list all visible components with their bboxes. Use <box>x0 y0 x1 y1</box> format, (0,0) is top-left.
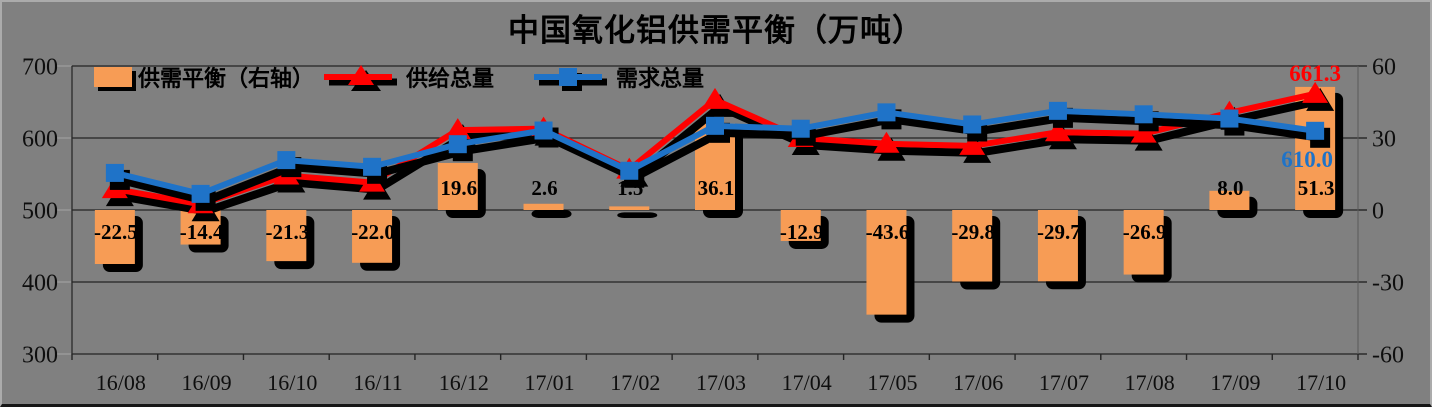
x-axis-label-17/03: 17/03 <box>696 370 746 395</box>
legend-item-supply: 供给总量 <box>322 61 494 93</box>
left-axis-label-500: 500 <box>22 199 58 225</box>
x-axis-label-17/10: 17/10 <box>1296 370 1346 395</box>
demand-marker-17/08 <box>1134 105 1153 124</box>
demand-marker-17/06 <box>963 115 982 134</box>
demand-marker-17/07 <box>1048 101 1067 120</box>
supply-marker-17/07 <box>1044 120 1071 142</box>
balance-bar-17/01 <box>523 203 564 210</box>
x-axis-label-16/08: 16/08 <box>96 370 146 395</box>
demand-marker-16/10 <box>277 151 296 170</box>
x-axis-label-16/12: 16/12 <box>439 370 489 395</box>
annotation-610.0: 610.0 <box>1281 147 1333 172</box>
legend-item-balance: 供需平衡（右轴） <box>94 61 314 93</box>
x-axis-label-17/08: 17/08 <box>1125 370 1175 395</box>
x-axis-label-16/10: 16/10 <box>267 370 317 395</box>
right-axis-label--30: -30 <box>1372 271 1404 297</box>
demand-marker-16/08 <box>105 163 124 182</box>
left-axis-label-600: 600 <box>22 127 58 153</box>
supply-marker-17/03 <box>702 87 728 109</box>
left-axis-label-300: 300 <box>22 343 58 369</box>
demand-marker-17/02 <box>620 161 639 180</box>
bar-label-16/08: -22.5 <box>94 220 138 244</box>
demand-marker-17/03 <box>706 116 724 135</box>
demand-marker-17/01 <box>534 121 553 140</box>
bar-label-16/12: 19.6 <box>440 176 477 200</box>
right-axis-label-30: 30 <box>1372 127 1396 153</box>
x-axis-label-17/01: 17/01 <box>524 370 574 395</box>
demand-marker-17/05 <box>877 103 896 122</box>
annotation-661.3: 661.3 <box>1289 61 1341 86</box>
balance-bar-16/08 <box>94 210 135 264</box>
bar-label-17/05: -43.6 <box>866 220 910 244</box>
bar-label-17/07: -29.7 <box>1037 220 1081 244</box>
bar-label-16/10: -21.3 <box>265 220 309 244</box>
balance-bar-17/04 <box>780 210 821 241</box>
bar-label-16/09: -14.4 <box>180 220 224 244</box>
bar-swatch-icon <box>94 67 132 87</box>
chart-title: 中国氧化铝供需平衡（万吨） <box>508 13 924 48</box>
demand-marker-16/11 <box>363 157 382 176</box>
bar-label-17/01: 2.6 <box>531 176 557 200</box>
x-axis-label-17/09: 17/09 <box>1210 370 1260 395</box>
demand-marker-17/09 <box>1220 109 1239 128</box>
bar-shadow-17/01 <box>531 209 572 218</box>
triangle-line-swatch-icon <box>324 65 398 91</box>
square-line-swatch-icon <box>534 68 608 91</box>
balance-bar-16/10 <box>266 210 307 262</box>
supply-marker-17/06 <box>959 133 986 155</box>
balance-bar-17/06 <box>952 210 993 282</box>
bar-label-17/08: -26.9 <box>1123 220 1167 244</box>
supply-marker-17/10 <box>1302 81 1329 103</box>
x-axis-label-17/02: 17/02 <box>610 370 660 395</box>
x-axis-label-16/09: 16/09 <box>182 370 232 395</box>
bar-label-17/03: 36.1 <box>698 176 735 200</box>
x-axis-label-17/05: 17/05 <box>867 370 917 395</box>
x-axis-label-17/06: 17/06 <box>953 370 1003 395</box>
bar-label-16/11: -22.0 <box>351 220 395 244</box>
bar-label-17/10: 51.3 <box>1298 176 1335 200</box>
chart-legend: 供需平衡（右轴） 供给总量 需求总量 <box>94 61 704 93</box>
legend-label-supply: 供给总量 <box>406 66 495 91</box>
x-axis-label-16/11: 16/11 <box>353 370 402 395</box>
balance-bar-17/05 <box>866 210 907 315</box>
bar-label-17/04: -12.9 <box>780 220 824 244</box>
right-axis-label--60: -60 <box>1372 343 1404 369</box>
bar-shadow-17/02 <box>617 212 658 218</box>
balance-bar-17/07 <box>1037 210 1078 282</box>
supply-marker-17/05 <box>873 131 900 153</box>
demand-marker-16/09 <box>191 184 210 203</box>
x-axis-label-17/04: 17/04 <box>782 370 832 395</box>
demand-marker-17/04 <box>791 119 810 138</box>
right-axis-label-0: 0 <box>1372 199 1384 225</box>
right-axis-label-60: 60 <box>1372 55 1396 81</box>
legend-label-demand: 需求总量 <box>616 66 705 91</box>
balance-bar-17/02 <box>609 206 650 210</box>
demand-marker-16/12 <box>448 135 467 154</box>
supply-marker-17/08 <box>1130 121 1157 143</box>
balance-bar-16/12 <box>437 162 478 210</box>
left-axis-label-700: 700 <box>22 55 58 81</box>
legend-label-balance: 供需平衡（右轴） <box>138 66 315 91</box>
balance-bar-17/08 <box>1123 210 1164 275</box>
balance-bar-16/11 <box>352 210 393 263</box>
bar-label-17/06: -29.8 <box>951 220 995 244</box>
legend-item-demand: 需求总量 <box>532 61 704 93</box>
demand-marker-17/10 <box>1306 121 1325 140</box>
balance-bar-17/09 <box>1209 190 1250 210</box>
supply-marker-16/12 <box>444 118 471 140</box>
left-axis-label-400: 400 <box>22 271 58 297</box>
x-axis-label-17/07: 17/07 <box>1039 370 1089 395</box>
bar-label-17/09: 8.0 <box>1217 176 1243 200</box>
